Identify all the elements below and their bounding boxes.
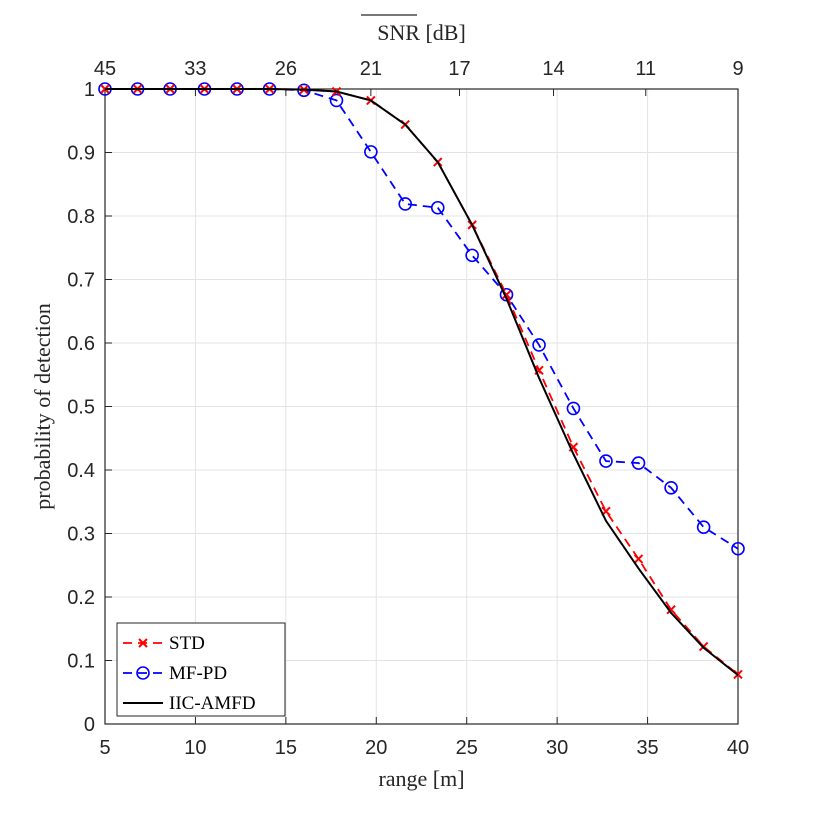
- data-point-mf-pd: [398, 197, 413, 211]
- data-point-std-stroke: [501, 290, 512, 300]
- x-tick-label: 20: [365, 737, 387, 759]
- y-tick-label: 0.5: [67, 397, 95, 419]
- x-tick-label: 5: [99, 737, 110, 759]
- y-tick-label: 0.4: [67, 460, 95, 482]
- x-tick-label: 25: [456, 737, 478, 759]
- x-tick-label: 35: [636, 737, 658, 759]
- data-point-mf-pd: [566, 401, 581, 416]
- top-axis-title: SNR [dB]: [377, 20, 466, 45]
- y-tick-label: 0.9: [67, 143, 95, 165]
- y-tick-label: 1: [84, 79, 95, 101]
- data-point-mf-pd: [329, 93, 344, 108]
- legend-marker-std-stroke: [138, 638, 148, 648]
- data-point-std: [633, 554, 644, 564]
- top-tick-label: 14: [542, 58, 564, 80]
- data-point-mf-pd: [631, 456, 646, 470]
- data-point-mf-pd: [465, 248, 479, 263]
- data-point-std: [666, 604, 676, 615]
- top-tick-label: 45: [94, 58, 116, 80]
- data-point-std-stroke: [633, 554, 644, 564]
- data-point-std-stroke: [666, 604, 676, 615]
- legend: STD MF-PD IIC-AMFD: [116, 622, 286, 717]
- legend-marker-mf-pd: [136, 666, 150, 680]
- y-tick-label: 0: [84, 714, 95, 736]
- x-tick-label: 15: [275, 737, 297, 759]
- legend-label-mf-pd: MF-PD: [169, 663, 227, 684]
- legend-label-std: STD: [169, 633, 205, 654]
- top-tick-label: 11: [635, 58, 656, 80]
- y-tick-label: 0.2: [67, 587, 95, 609]
- y-tick-label: 0.7: [67, 270, 95, 292]
- y-tick-label: 0.1: [67, 651, 95, 673]
- top-tick-label: 26: [275, 58, 297, 80]
- y-axis-title: probability of detection: [30, 303, 55, 510]
- series-layer: [98, 82, 745, 680]
- x-tick-label: 40: [727, 737, 749, 759]
- x-tick-label: 10: [184, 737, 206, 759]
- top-tick-label: 9: [732, 58, 743, 80]
- x-tick-label: 30: [546, 737, 568, 759]
- y-tick-label: 0.6: [67, 333, 95, 355]
- legend-marker-std: [138, 638, 148, 648]
- top-tick-label: 21: [360, 58, 382, 80]
- data-point-mf-pd: [532, 338, 546, 352]
- legend-label-iic-amfd: IIC-AMFD: [169, 693, 256, 714]
- legend-box: [116, 622, 286, 717]
- data-point-mf-pd: [364, 145, 378, 159]
- data-point-mf-pd: [664, 480, 678, 495]
- data-point-mf-pd: [696, 520, 711, 534]
- tick-layer: 5 10 15 20 25 30 35 40 0 0.1 0.2 0.3 0.4 0.5 0.6 0.7 0.8…: [67, 58, 749, 759]
- data-point-mf-pd: [599, 454, 613, 468]
- data-point-mf-pd: [430, 200, 445, 215]
- x-axis-title: range [m]: [378, 766, 464, 791]
- y-tick-label: 0.8: [67, 206, 95, 228]
- y-tick-label: 0.3: [67, 524, 95, 546]
- top-tick-label: 33: [184, 58, 206, 80]
- data-point-mf-pd: [731, 541, 745, 556]
- series-line-iic-amfd: [105, 88, 739, 676]
- top-tick-label: 17: [448, 58, 470, 80]
